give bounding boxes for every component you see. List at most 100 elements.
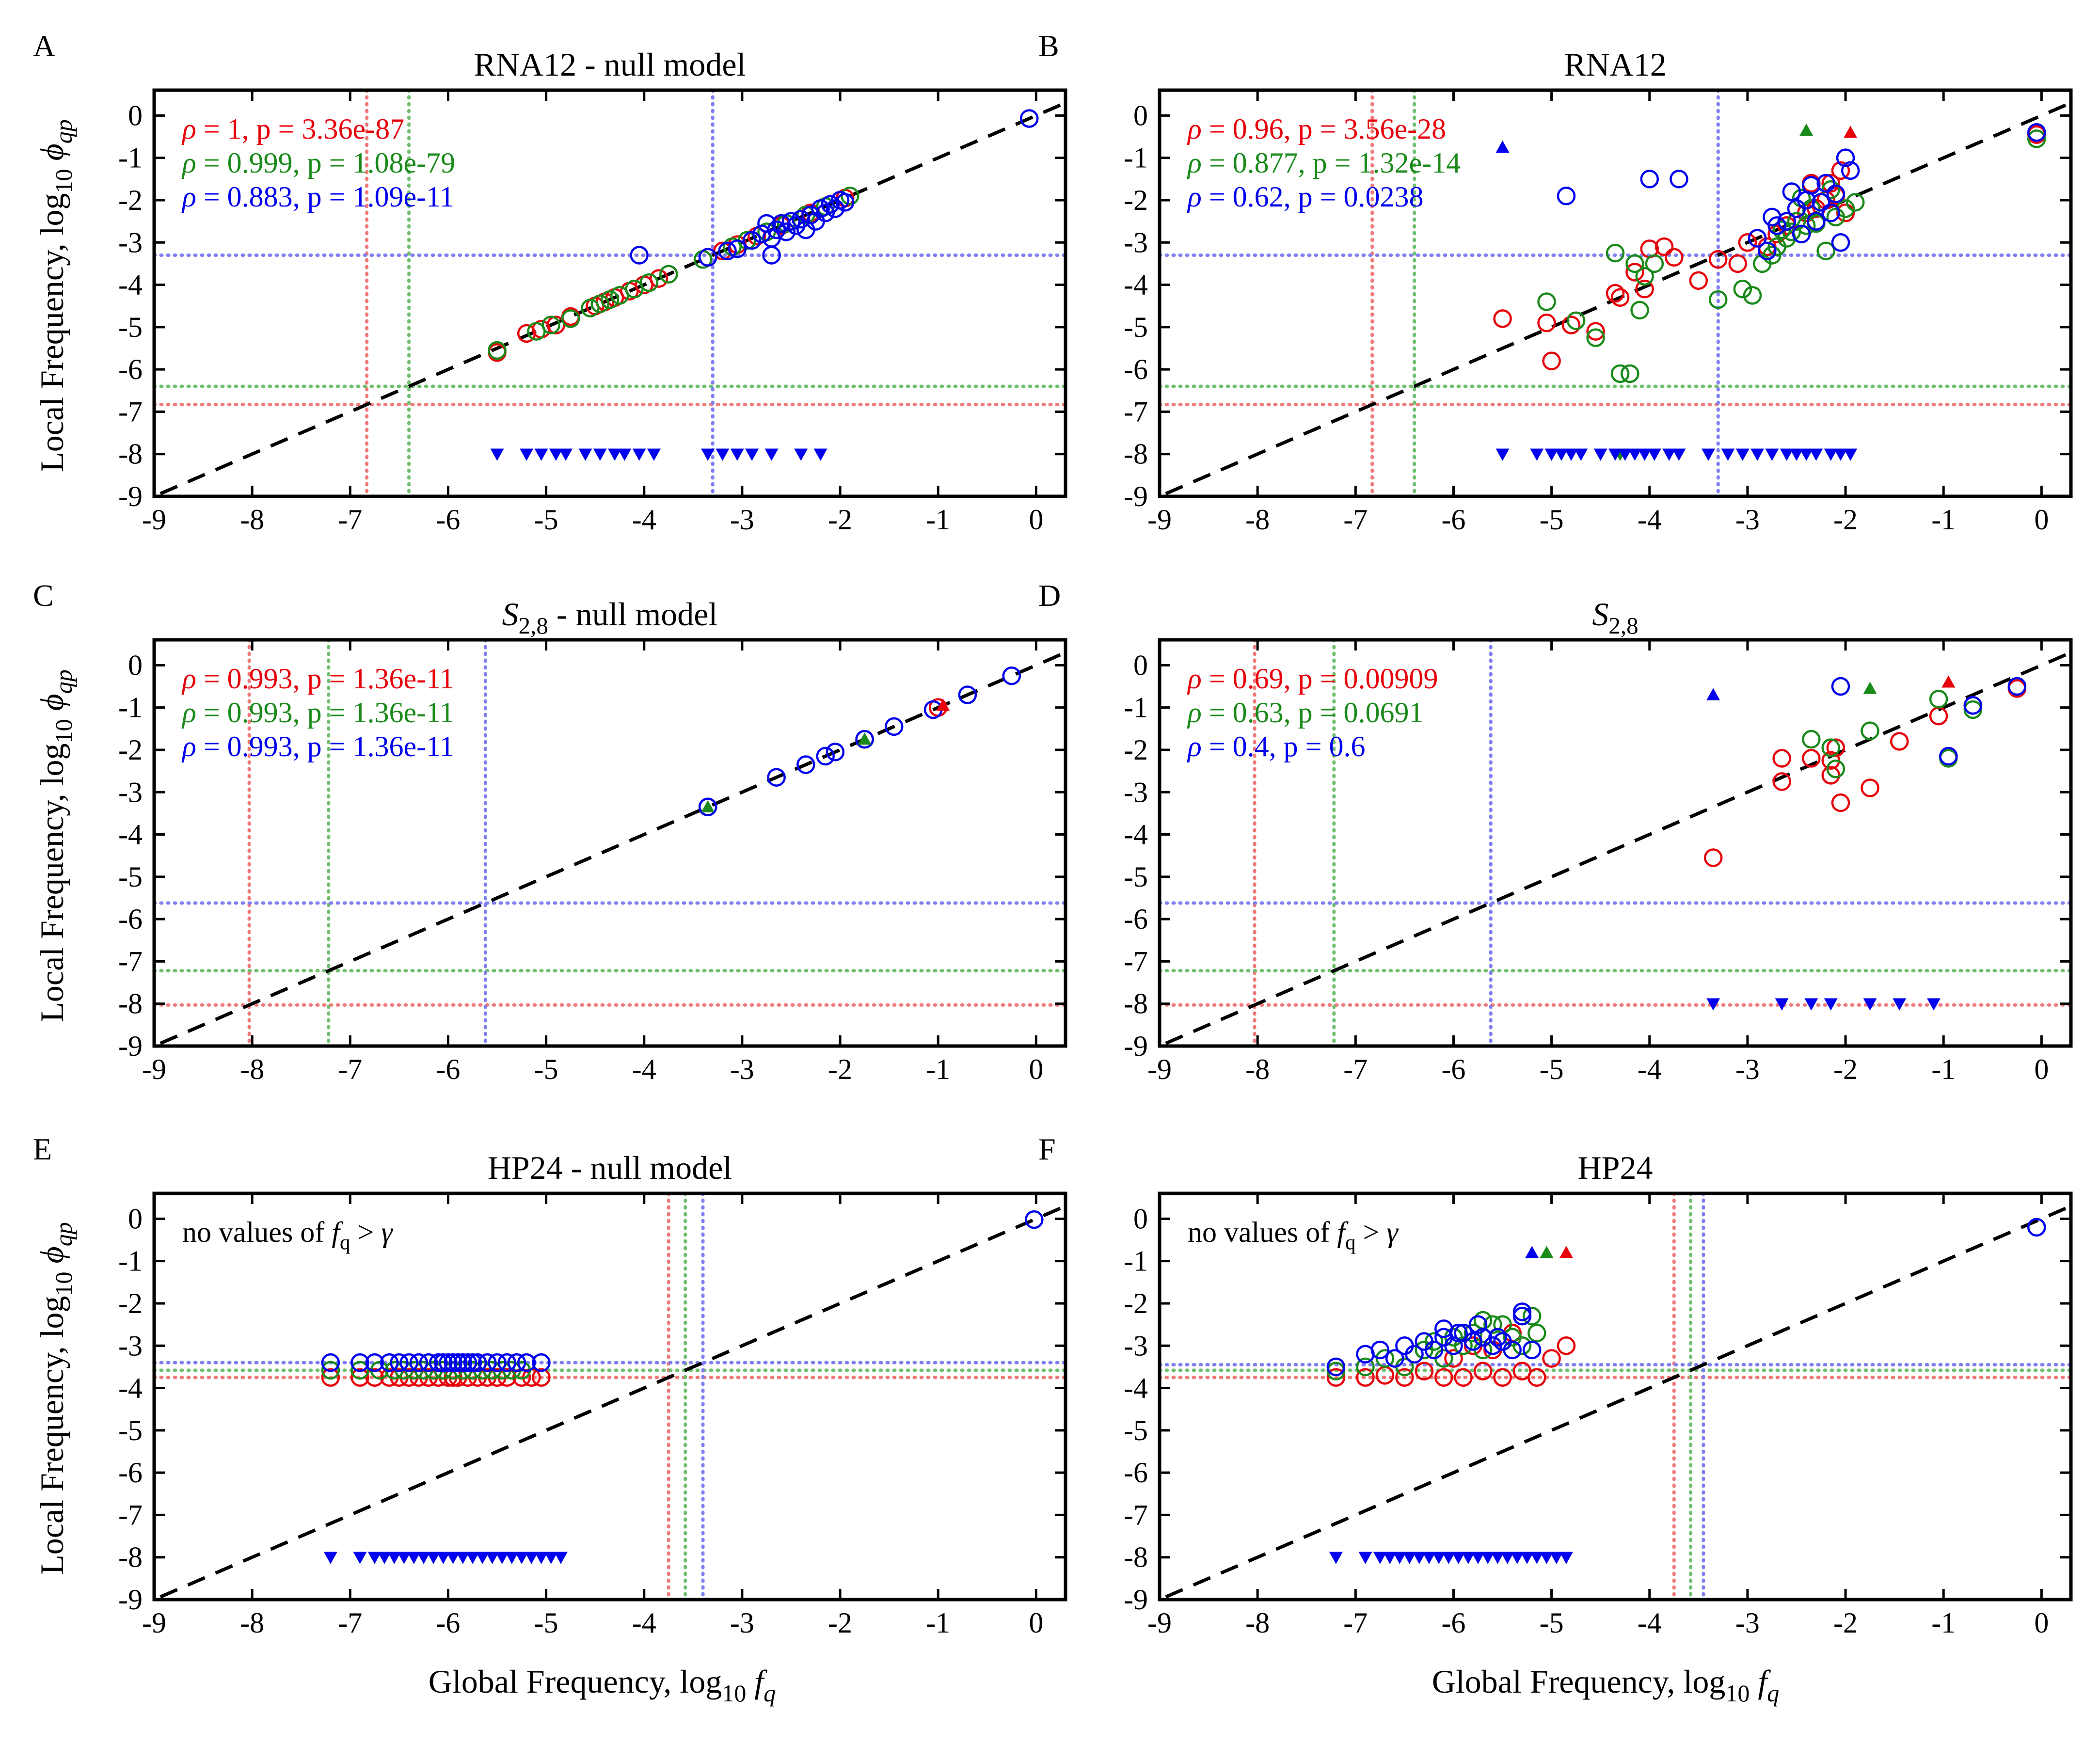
xlabel-sub: 10 [722,1680,746,1707]
point-blue-tri-down [1750,448,1765,461]
point-blue-circle [1963,696,1983,715]
text-part: q [340,1231,350,1254]
point-blue-circle [458,1353,477,1372]
point-blue-circle [517,1353,536,1372]
point-red-circle [1890,732,1909,751]
point-blue-tri-down [1765,448,1779,461]
ytick-label: 0 [1133,649,1148,681]
point-blue-tri-down [1544,448,1559,461]
point-blue-tri-up [1495,140,1510,153]
annotation-rho-value: = 1, p = 3.36e-87 [196,113,404,145]
point-blue-tri-down [427,1552,441,1564]
xtick-label: -4 [1638,504,1662,536]
ytick-label: -8 [1124,438,1148,470]
ytick-label: -6 [118,353,143,385]
point-blue-circle [399,1353,418,1372]
panel-c: -9 -8 -7 -6 -5 -4 -3 -2 -1 0 0 -1 -2 -3 -4 -5 -6 -7 -8 -9 C S… [33,578,1067,1085]
point-blue-tri-down [1662,448,1676,461]
annotation-rho-value: = 0.993, p = 1.36e-11 [196,663,454,695]
point-green-circle [1709,290,1728,309]
point-blue-circle [1782,182,1801,201]
point-blue-tri-down [1530,448,1544,461]
point-blue-tri-down [1461,1552,1475,1564]
xtick-label: -9 [142,1607,166,1639]
point-red-tri-up [1941,675,1956,688]
svg-text:Local Frequency, log10 ϕqp: Local Frequency, log10 ϕqp [33,119,77,472]
point-green-circle [2027,129,2046,148]
ytick-label: -5 [118,311,143,343]
point-red-circle [1454,1368,1473,1387]
point-blue-tri-down [1559,1552,1573,1564]
point-blue-tri-down [632,448,646,461]
point-blue-tri-down [1608,448,1622,461]
ytick-label: -3 [1124,776,1148,808]
point-blue-circle [409,1353,429,1372]
point-green-tri-up [1799,123,1814,136]
point-red-tri-up [1559,1246,1573,1258]
ytick-label: -3 [1124,226,1148,258]
xtick-label: -6 [1441,1607,1465,1639]
point-blue-circle [478,1353,497,1372]
panel-a: -9 -8 -7 -6 -5 -4 -3 -2 -1 0 0 -1 -2 -3 -4 -5 -6 -7 -8 -9 A R… [33,29,1067,536]
point-red-circle [1415,1362,1434,1380]
point-blue-tri-down [813,448,827,461]
ytick-label: -8 [118,988,143,1020]
xtick-label: -7 [1343,1607,1368,1639]
point-blue-tri-down [1824,448,1838,461]
ytick-label: -3 [118,776,143,808]
point-green-circle [1586,328,1605,347]
ytick-label: -9 [118,1030,143,1062]
point-blue-tri-down [1702,448,1716,461]
point-blue-tri-down [1471,1552,1485,1564]
ytick-label: -2 [118,1287,143,1319]
ytick-label: -2 [1124,734,1148,766]
ytick-label: -1 [118,1245,143,1277]
xtick-label: 0 [2034,1607,2049,1639]
ytick-label: -4 [1124,819,1148,851]
xtick-label: -5 [1540,1053,1564,1085]
point-blue-circle [365,1353,384,1372]
point-blue-tri-down [1574,448,1588,461]
plot-area [154,90,1066,496]
annotation-rho-value: = 0.999, p = 1.08e-79 [196,147,455,179]
point-blue-circle [781,212,801,231]
xlabel-text: Global Frequency, log [429,1663,722,1700]
xtick-label: -8 [1245,1053,1270,1085]
plot-frame [1158,88,2073,498]
point-red-circle [1861,778,1879,797]
point-blue-circle [1503,1340,1522,1360]
point-blue-circle [718,241,737,260]
point-green-circle [1424,1332,1444,1351]
point-red-circle [1821,174,1840,193]
point-blue-circle [791,209,811,229]
point-blue-circle [448,1353,467,1372]
annotation-red: ρ = 0.96, p = 3.56e-28 [1187,113,1446,145]
point-green-circle [1621,364,1639,383]
point-blue-tri-down [515,1552,529,1564]
ytick-label: -6 [1124,903,1148,935]
ylabel-var: ϕ [33,694,70,711]
point-blue-circle [1405,1345,1424,1364]
point-blue-circle [390,1353,409,1372]
plot-frame [1158,1191,2073,1602]
ytick-label: -7 [118,1499,143,1531]
point-blue-tri-down [1926,998,1941,1011]
ytick-label: -9 [1124,1030,1148,1062]
text-part: 2,8 [519,612,548,639]
point-blue-circle [507,1353,526,1372]
ylabel-row3: Local Frequency, log10 ϕqp [33,1222,77,1574]
point-blue-tri-down [495,1552,509,1564]
ytick-label: -9 [118,480,143,512]
annotation-blue: ρ = 0.62, p = 0.0238 [1187,181,1424,213]
point-blue-tri-down [416,1552,430,1564]
point-red-circle [1772,772,1791,791]
point-red-circle [1586,322,1605,341]
point-blue-tri-down [1706,998,1720,1011]
point-blue-tri-down [1647,448,1661,461]
point-blue-tri-down [1358,1552,1372,1564]
ylabel-var-sub: qp [50,1222,77,1246]
point-blue-circle [444,1353,462,1372]
point-blue-tri-down [1844,448,1858,461]
ytick-label: -1 [118,142,143,174]
panel-letter: A [33,29,55,63]
